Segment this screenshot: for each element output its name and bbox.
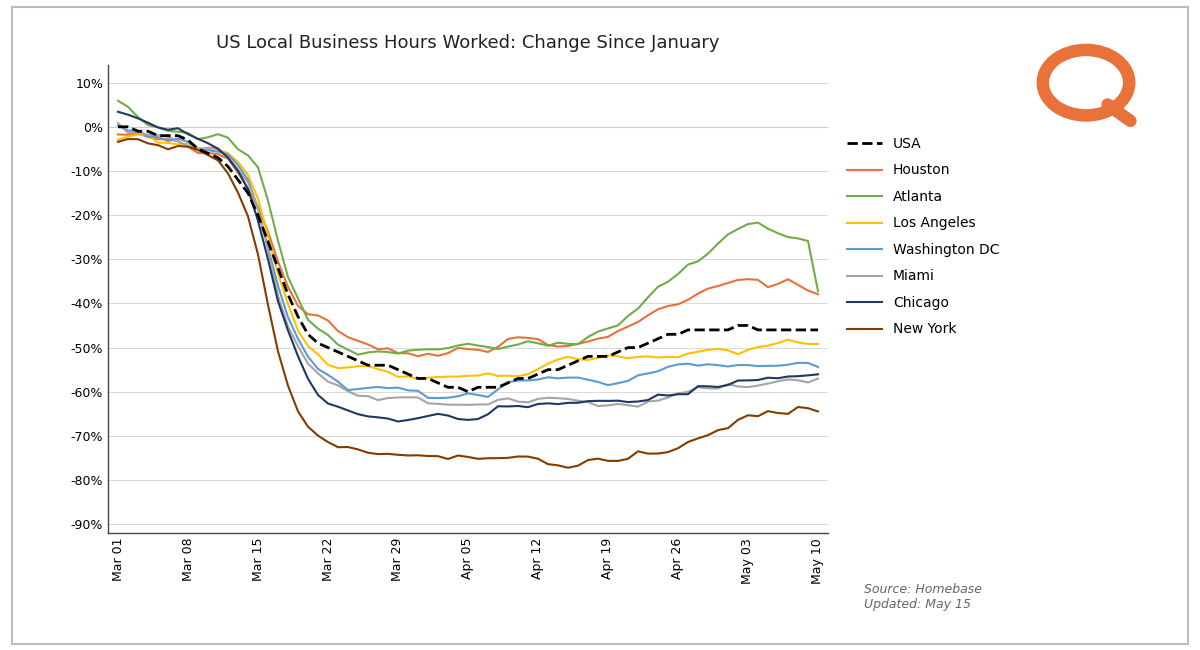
Text: Source: Homebase
Updated: May 15: Source: Homebase Updated: May 15 (864, 583, 982, 611)
Legend: USA, Houston, Atlanta, Los Angeles, Washington DC, Miami, Chicago, New York: USA, Houston, Atlanta, Los Angeles, Wash… (847, 137, 1000, 337)
Title: US Local Business Hours Worked: Change Since January: US Local Business Hours Worked: Change S… (216, 34, 720, 53)
